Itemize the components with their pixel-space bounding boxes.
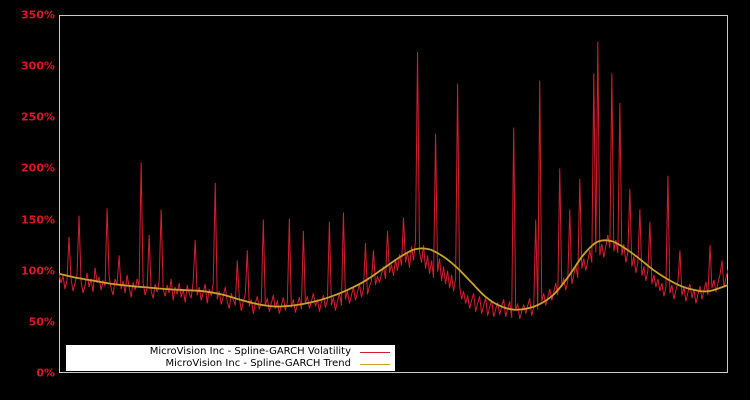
- trend-series: [59, 239, 728, 311]
- y-axis-tick-label: 300%: [21, 59, 55, 73]
- legend-label: MicroVision Inc - Spline-GARCH Trend: [165, 358, 352, 369]
- legend-item: MicroVision Inc - Spline-GARCH Trend: [66, 358, 395, 370]
- y-axis-tick-label: 0%: [36, 366, 55, 380]
- plot-area: [59, 15, 728, 373]
- legend: MicroVision Inc - Spline-GARCH Volatilit…: [66, 345, 395, 371]
- y-axis-tick-label: 350%: [21, 8, 55, 22]
- legend-label: MicroVision Inc - Spline-GARCH Volatilit…: [149, 346, 351, 357]
- y-axis: 350% 300% 250% 200% 150% 100% 50% 0%: [0, 0, 55, 400]
- y-axis-tick-label: 250%: [21, 110, 55, 124]
- legend-line-sample: [360, 351, 390, 353]
- y-axis-tick-label: 50%: [28, 315, 55, 329]
- legend-item: MicroVision Inc - Spline-GARCH Volatilit…: [66, 346, 395, 358]
- legend-line-sample: [360, 363, 390, 365]
- y-axis-tick-label: 150%: [21, 213, 55, 227]
- y-axis-tick-label: 200%: [21, 161, 55, 175]
- plot-wrap: [59, 15, 728, 373]
- y-axis-tick-label: 100%: [21, 264, 55, 278]
- volatility-series: [59, 41, 728, 319]
- plot-frame: [59, 15, 728, 373]
